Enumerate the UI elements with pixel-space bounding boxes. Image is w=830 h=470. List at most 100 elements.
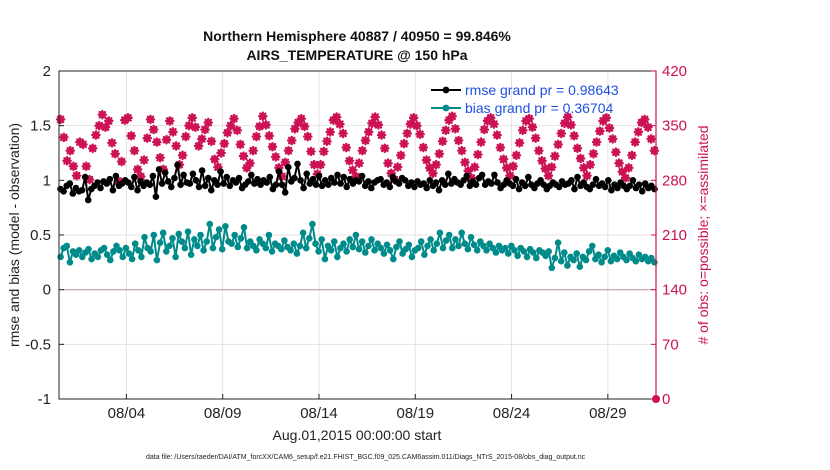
obs-point	[614, 158, 624, 168]
obs-point	[611, 147, 621, 158]
obs-point	[485, 113, 496, 123]
rmse-point	[589, 181, 597, 188]
rmse-point	[158, 180, 166, 187]
bias-point	[573, 250, 580, 257]
rmse-point	[441, 181, 449, 188]
obs-point	[457, 145, 467, 156]
obs-point	[78, 139, 88, 150]
obs-point	[55, 114, 66, 125]
obs-point	[299, 121, 310, 132]
obs-point	[383, 158, 393, 168]
obs-point	[197, 134, 207, 144]
footnote: data file: /Users/raeder/DAI/ATM_forcXX/…	[146, 454, 586, 461]
right-axis-ticks: 0 70 140 210 280 350 420	[651, 63, 687, 408]
bias-point	[187, 251, 195, 258]
obs-point	[235, 139, 246, 150]
obs-point	[447, 111, 457, 122]
rmse-point	[152, 193, 160, 200]
obs-point	[505, 170, 515, 181]
bias-point	[439, 244, 447, 252]
bias-point	[651, 259, 658, 266]
rmse-point	[164, 178, 172, 185]
obs-point	[245, 158, 255, 168]
bias-point	[125, 250, 133, 257]
rmse-point	[309, 175, 317, 183]
rmse-point	[60, 188, 67, 195]
obs-point	[341, 142, 352, 153]
obs-point	[550, 151, 560, 161]
bias-point	[278, 245, 285, 253]
obs-point	[379, 143, 390, 154]
obs-point	[306, 146, 316, 157]
bias-point	[557, 257, 565, 265]
chart-subtitle: AIRS_TEMPERATURE @ 150 hPa	[246, 47, 467, 63]
rmse-point	[161, 169, 169, 176]
y-right-tick-label: 70	[662, 336, 679, 353]
obs-point	[508, 161, 518, 172]
obs-point	[450, 123, 461, 134]
rmse-point	[109, 186, 117, 194]
rmse-point	[278, 181, 286, 188]
bias-point	[533, 254, 540, 262]
obs-point	[543, 170, 554, 181]
legend-bias-label: bias grand pr = 0.36704	[465, 100, 613, 116]
bias-point	[103, 251, 111, 258]
obs-point	[595, 126, 605, 136]
bias-point	[66, 259, 74, 266]
bias-point	[346, 236, 354, 243]
rmse-point	[337, 180, 344, 187]
obs-point	[193, 141, 204, 151]
bias-point	[194, 242, 201, 250]
obs-point	[399, 138, 409, 149]
obs-point	[322, 136, 332, 147]
bias-point	[570, 256, 577, 264]
rmse-point	[521, 182, 529, 190]
obs-point	[81, 161, 92, 172]
rmse-point	[571, 185, 578, 193]
obs-point	[527, 122, 538, 133]
obs-point	[110, 148, 120, 159]
rmse-point	[555, 183, 563, 191]
obs-point	[370, 112, 380, 122]
x-tick-label: 08/09	[204, 405, 242, 422]
bias-point	[613, 255, 621, 263]
obs-point	[376, 130, 387, 140]
bias-series	[57, 220, 658, 272]
rmse-point	[626, 182, 634, 190]
legend-rmse-marker	[442, 86, 450, 94]
bias-point	[449, 244, 456, 252]
obs-point	[434, 148, 445, 159]
rmse-point	[509, 182, 517, 190]
rmse-point	[331, 179, 338, 186]
bias-point	[585, 248, 593, 255]
bias-point	[452, 236, 459, 243]
bias-point	[554, 239, 562, 246]
obs-point	[578, 163, 589, 173]
bias-point	[421, 251, 428, 258]
bias-point	[458, 229, 466, 237]
bias-point	[200, 247, 207, 254]
rmse-point	[208, 186, 215, 194]
obs-point	[103, 116, 114, 126]
rmse-point	[174, 161, 181, 169]
obs-point	[424, 163, 435, 173]
bias-point	[545, 248, 552, 255]
rmse-point	[488, 180, 495, 187]
rmse-point	[106, 175, 114, 183]
rmse-point	[635, 181, 643, 188]
bias-point	[265, 231, 273, 239]
y-tick-label: 1.5	[30, 118, 51, 135]
obs-point	[575, 153, 586, 164]
bias-point	[377, 244, 385, 252]
bias-point	[228, 240, 235, 247]
obs-point	[107, 138, 117, 148]
obs-point	[315, 159, 326, 170]
bias-point	[135, 247, 142, 254]
obs-point	[164, 116, 175, 126]
rmse-point	[263, 179, 271, 186]
rmse-point	[134, 186, 141, 194]
y-right-tick-label: 140	[662, 282, 687, 299]
rmse-point	[149, 172, 157, 180]
obs-point	[588, 148, 599, 159]
bias-point	[312, 240, 319, 247]
